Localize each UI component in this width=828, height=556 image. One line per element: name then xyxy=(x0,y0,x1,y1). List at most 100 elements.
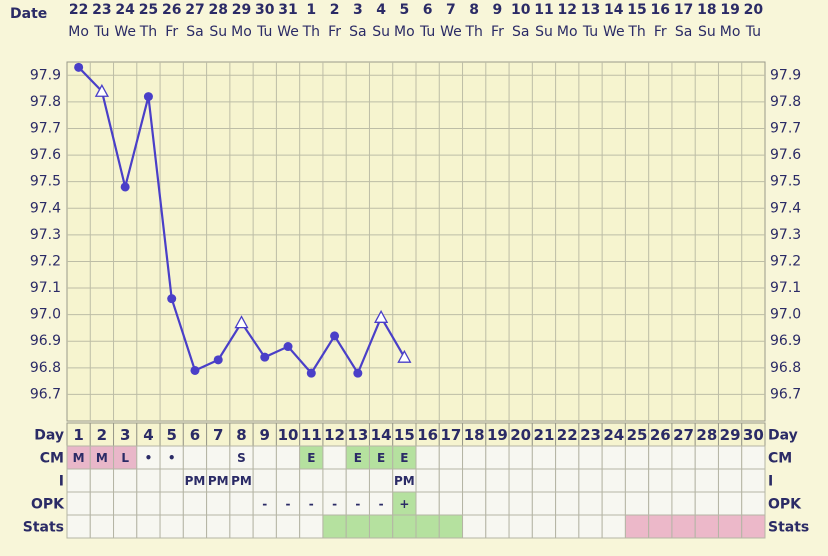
weekday: Sa xyxy=(349,24,366,40)
temp-point xyxy=(74,62,84,72)
date: 16 xyxy=(651,2,670,18)
stats-cell xyxy=(601,514,626,539)
y-tick-label: 97.6 xyxy=(30,147,61,163)
row-label-right: OPK xyxy=(768,497,802,513)
cm-entry: • xyxy=(168,451,176,465)
opk-cell xyxy=(601,491,626,516)
weekday: Mo xyxy=(720,24,741,40)
i-cell xyxy=(741,468,766,493)
day-number: 2 xyxy=(97,426,107,444)
row-label-right: CM xyxy=(768,451,792,467)
opk-cell xyxy=(182,491,208,516)
opk-cell xyxy=(136,491,161,516)
day-number: 10 xyxy=(278,426,299,444)
row-label: I xyxy=(59,474,64,490)
y-tick-label-right: 96.7 xyxy=(770,386,801,402)
cm-entry: E xyxy=(307,451,315,465)
date: 6 xyxy=(423,2,433,18)
i-cell xyxy=(624,468,650,493)
cm-cell xyxy=(415,445,440,470)
date: 4 xyxy=(376,2,386,18)
day-number: 6 xyxy=(190,426,200,444)
temp-point xyxy=(283,342,293,352)
y-tick-label: 97.4 xyxy=(30,200,61,216)
cm-cell xyxy=(252,445,277,470)
opk-cell xyxy=(159,491,184,516)
opk-entry: - xyxy=(332,497,337,511)
y-tick-label-right: 96.8 xyxy=(770,360,801,376)
y-tick-label-right: 97.4 xyxy=(770,200,801,216)
date: 15 xyxy=(627,2,646,18)
day-number: 27 xyxy=(673,426,694,444)
date: 24 xyxy=(115,2,135,18)
stats-cell xyxy=(299,514,324,539)
weekday: Mo xyxy=(557,24,578,40)
opk-cell xyxy=(462,491,487,516)
y-tick-label-right: 97.8 xyxy=(770,94,801,110)
opk-entry: - xyxy=(379,497,384,511)
day-number: 1 xyxy=(73,426,83,444)
y-tick-label: 96.9 xyxy=(30,333,61,349)
weekday: Su xyxy=(372,24,390,40)
date: 30 xyxy=(255,2,275,18)
date: 3 xyxy=(353,2,363,18)
day-number: 26 xyxy=(650,426,671,444)
opk-cell xyxy=(113,491,138,516)
y-tick-label-right: 97.5 xyxy=(770,174,801,190)
i-cell xyxy=(531,468,557,493)
cm-entry: E xyxy=(377,451,385,465)
cm-cell xyxy=(601,445,626,470)
cm-cell xyxy=(741,445,766,470)
opk-cell xyxy=(624,491,650,516)
i-cell xyxy=(648,468,673,493)
date: 17 xyxy=(674,2,693,18)
day-number: 23 xyxy=(580,426,601,444)
cm-cell xyxy=(671,445,696,470)
temp-point xyxy=(260,352,270,362)
i-cell xyxy=(601,468,626,493)
stats-cell xyxy=(89,514,115,539)
day-number: 29 xyxy=(720,426,741,444)
weekday: Tu xyxy=(745,24,761,40)
date: 29 xyxy=(232,2,251,18)
y-tick-label: 97.5 xyxy=(30,174,61,190)
day-number: 28 xyxy=(696,426,717,444)
i-cell xyxy=(671,468,696,493)
temp-point-triangle xyxy=(397,349,412,363)
stats-cell xyxy=(136,514,161,539)
cm-cell xyxy=(275,445,301,470)
i-cell xyxy=(508,468,533,493)
y-tick-label-right: 97.0 xyxy=(770,307,801,323)
temp-point xyxy=(167,294,177,304)
y-tick-label: 97.9 xyxy=(30,67,61,83)
stats-cell xyxy=(624,514,650,539)
day-number: 3 xyxy=(120,426,130,444)
i-entry: PM xyxy=(394,474,415,488)
weekday: Th xyxy=(627,24,645,40)
weekday: Mo xyxy=(68,24,89,40)
date: 20 xyxy=(744,2,764,18)
cm-entry: E xyxy=(354,451,362,465)
weekday: We xyxy=(603,24,625,40)
opk-cell xyxy=(648,491,673,516)
cm-entry: M xyxy=(96,451,108,465)
y-tick-label: 96.7 xyxy=(30,386,61,402)
opk-cell xyxy=(89,491,115,516)
opk-cell xyxy=(438,491,464,516)
row-label: OPK xyxy=(31,497,65,513)
i-cell xyxy=(275,468,301,493)
opk-cell xyxy=(694,491,719,516)
stats-cell xyxy=(555,514,580,539)
date: 13 xyxy=(581,2,600,18)
y-tick-label: 97.1 xyxy=(30,280,61,296)
date: 12 xyxy=(557,2,576,18)
opk-cell xyxy=(741,491,766,516)
y-tick-label-right: 97.6 xyxy=(770,147,801,163)
weekday: Th xyxy=(139,24,157,40)
weekday: Th xyxy=(464,24,482,40)
day-number: 19 xyxy=(487,426,508,444)
i-entry: PM xyxy=(185,474,206,488)
date: 22 xyxy=(69,2,88,18)
cm-cell xyxy=(555,445,580,470)
